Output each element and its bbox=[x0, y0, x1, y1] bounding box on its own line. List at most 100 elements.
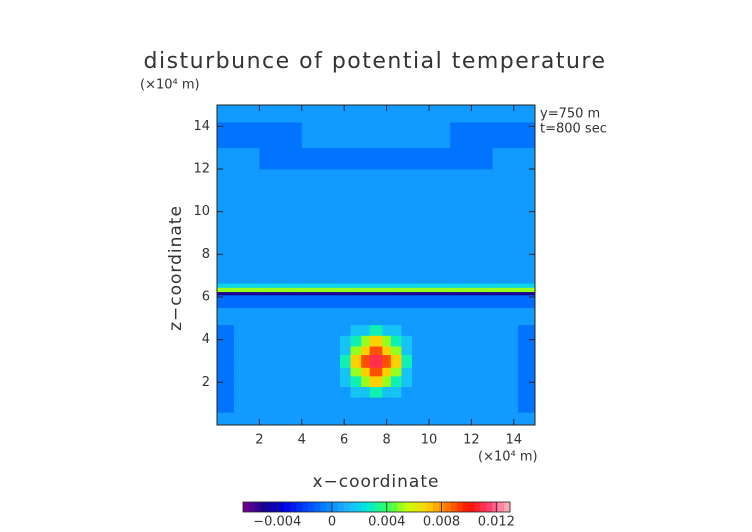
heatmap-cell bbox=[382, 287, 392, 293]
y-axis-label: z−coordinate bbox=[166, 205, 186, 331]
heatmap-cell bbox=[361, 412, 371, 426]
heatmap-cell bbox=[518, 397, 536, 413]
heatmap-cell bbox=[339, 283, 351, 288]
y-tick-label: 4 bbox=[202, 332, 210, 347]
heatmap-cell bbox=[450, 307, 493, 326]
heatmap-cell bbox=[492, 335, 519, 347]
heatmap-cell bbox=[518, 346, 536, 355]
heatmap-cell bbox=[518, 287, 536, 293]
colorbar-swatch bbox=[254, 502, 262, 512]
heatmap-cell bbox=[412, 294, 451, 309]
heatmap-cell bbox=[350, 397, 362, 413]
colorbar-tick-label: −0.004 bbox=[253, 515, 301, 530]
heatmap-cell bbox=[217, 354, 235, 368]
heatmap-cell bbox=[390, 375, 402, 387]
heatmap-cell bbox=[390, 412, 402, 426]
heatmap-cell bbox=[259, 307, 303, 326]
heatmap-cell bbox=[301, 412, 341, 426]
heatmap-cell bbox=[339, 122, 351, 149]
heatmap-cell bbox=[301, 346, 341, 355]
heatmap-cell bbox=[390, 386, 402, 398]
heatmap-cell bbox=[350, 122, 362, 149]
colorbar-swatch bbox=[367, 502, 374, 512]
heatmap-cell bbox=[412, 291, 451, 296]
heatmap-cell bbox=[339, 147, 351, 170]
heatmap-cell bbox=[233, 169, 260, 284]
heatmap-cell bbox=[339, 412, 351, 426]
heatmap-cell bbox=[259, 169, 303, 284]
heatmap-cell bbox=[450, 147, 493, 170]
heatmap-cell bbox=[350, 354, 362, 368]
colorbar-swatch bbox=[474, 502, 481, 512]
heatmap-cell bbox=[412, 307, 451, 326]
heatmap-cell bbox=[259, 412, 303, 426]
heatmap-cell bbox=[390, 291, 402, 296]
heatmap-cell bbox=[350, 287, 362, 293]
heatmap-cell bbox=[369, 335, 383, 347]
colorbar-swatch bbox=[486, 502, 493, 512]
colorbar-frame bbox=[242, 501, 511, 513]
heatmap-cell bbox=[350, 335, 362, 347]
heatmap-cell bbox=[233, 346, 260, 355]
colorbar-swatch bbox=[397, 502, 404, 512]
heatmap-cell bbox=[390, 147, 402, 170]
heatmap-cell bbox=[301, 324, 341, 336]
heatmap-cell bbox=[390, 105, 402, 123]
heatmap-cell bbox=[412, 287, 451, 293]
colorbar-swatch bbox=[403, 502, 410, 512]
heatmap-cell bbox=[401, 324, 413, 336]
heatmap-cell bbox=[412, 335, 451, 347]
x-unit: (×10⁴ m) bbox=[478, 450, 538, 465]
heatmap-cell bbox=[401, 283, 413, 288]
heatmap-cell bbox=[492, 287, 519, 293]
heatmap-cell bbox=[369, 283, 383, 288]
colorbar-swatch bbox=[272, 502, 279, 512]
heatmap-cell bbox=[339, 397, 351, 413]
x-tick-label: 4 bbox=[298, 433, 306, 448]
heatmap-cell bbox=[492, 346, 519, 355]
heatmap-cell bbox=[401, 412, 413, 426]
heatmap-cell bbox=[492, 122, 519, 149]
heatmap-cell bbox=[390, 283, 402, 288]
heatmap-cell bbox=[401, 169, 413, 284]
heatmap-cell bbox=[412, 397, 451, 413]
heatmap-cell bbox=[233, 283, 260, 288]
heatmap-cell bbox=[518, 169, 536, 284]
heatmap-cell bbox=[369, 294, 383, 309]
heatmap-cell bbox=[401, 287, 413, 293]
heatmap-cell bbox=[233, 386, 260, 398]
heatmap-cell bbox=[450, 291, 493, 296]
colorbar-swatch bbox=[385, 502, 392, 512]
heatmap-cell bbox=[350, 346, 362, 355]
heatmap-cell bbox=[217, 375, 235, 387]
heatmap-cell bbox=[450, 346, 493, 355]
colorbar-swatch bbox=[260, 502, 268, 512]
y-tick-label: 6 bbox=[202, 290, 210, 305]
heatmap-cell bbox=[518, 105, 536, 123]
heatmap-cell bbox=[390, 122, 402, 149]
heatmap-cell bbox=[233, 335, 260, 347]
colorbar-swatch bbox=[504, 502, 511, 512]
heatmap-cell bbox=[339, 335, 351, 347]
x-axis-label: x−coordinate bbox=[313, 472, 440, 492]
heatmap-cell bbox=[217, 105, 235, 123]
chart-title: disturbunce of potential temperature bbox=[144, 49, 607, 74]
colorbar-swatch bbox=[480, 502, 487, 512]
heatmap-cell bbox=[301, 354, 341, 368]
heatmap-cell bbox=[350, 147, 362, 170]
heatmap-cell bbox=[412, 375, 451, 387]
heatmap-cell bbox=[233, 375, 260, 387]
x-tick-label: 12 bbox=[463, 433, 480, 448]
colorbar-swatch bbox=[373, 502, 380, 512]
heatmap-cell bbox=[382, 386, 392, 398]
heatmap-cell bbox=[401, 122, 413, 149]
heatmap-cell bbox=[350, 386, 362, 398]
heatmap-cell bbox=[361, 397, 371, 413]
heatmap-cell bbox=[412, 147, 451, 170]
heatmap-cell bbox=[339, 169, 351, 284]
heatmap-cell bbox=[361, 324, 371, 336]
heatmap-cell bbox=[350, 169, 362, 284]
heatmap-cell bbox=[450, 375, 493, 387]
heatmap-cell bbox=[492, 324, 519, 336]
heatmap-cell bbox=[361, 335, 371, 347]
